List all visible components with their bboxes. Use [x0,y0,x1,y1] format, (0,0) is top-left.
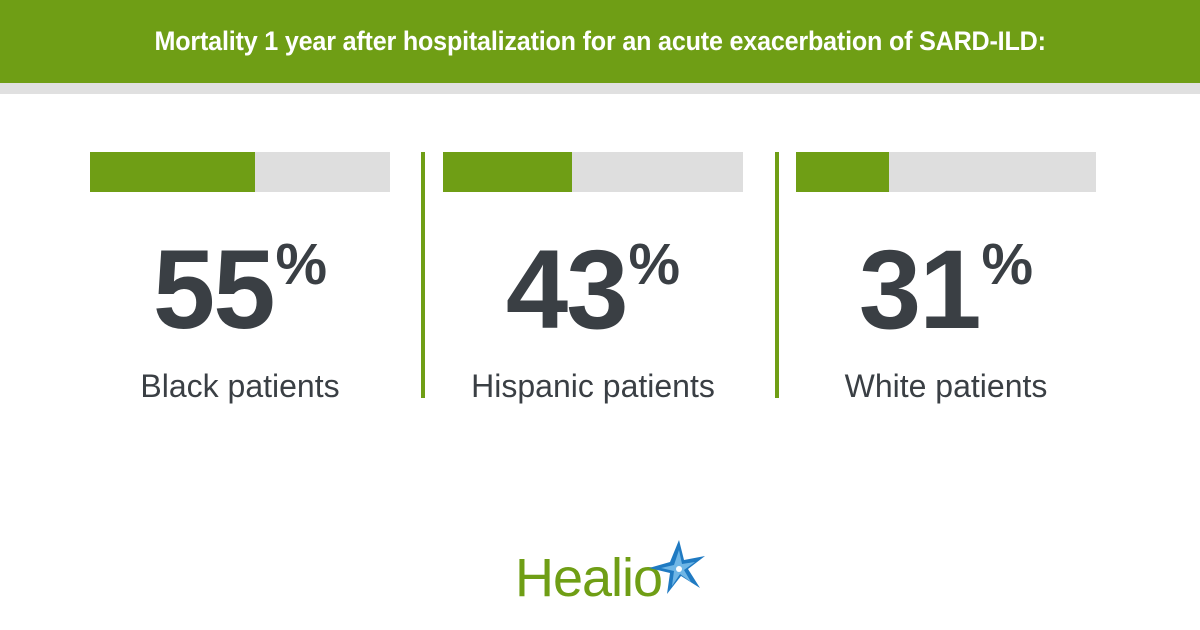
stat-label: Black patients [140,368,340,404]
healio-logo: Healio [515,540,725,610]
stat-label: Hispanic patients [471,368,715,404]
stat-value: 55 [152,227,276,352]
header-shadow [0,83,1200,94]
stat-unit: % [981,232,1034,297]
stat-unit: % [275,232,328,297]
stat-white-patients: 31% White patients [796,152,1096,412]
divider [421,152,425,398]
bar-fill [796,152,889,192]
stat-value: 31 [858,227,982,352]
bar-track [796,152,1096,192]
bar-track [90,152,390,192]
header-banner: Mortality 1 year after hospitalization f… [0,0,1200,83]
stat-label: White patients [844,368,1048,404]
stat-value: 43 [505,227,629,352]
healio-star-icon [649,540,705,594]
stat-hispanic-patients: 43% Hispanic patients [443,152,743,412]
bar-fill [90,152,255,192]
stat-black-patients: 55% Black patients [90,152,390,412]
stat-unit: % [628,232,681,297]
stat-value-wrap: 43% [443,234,743,346]
bar-track [443,152,743,192]
stat-value-wrap: 55% [90,234,390,346]
divider [775,152,779,398]
stat-value-wrap: 31% [796,234,1096,346]
bar-fill [443,152,572,192]
page-title: Mortality 1 year after hospitalization f… [154,26,1046,56]
logo-text: Healio [515,548,663,608]
